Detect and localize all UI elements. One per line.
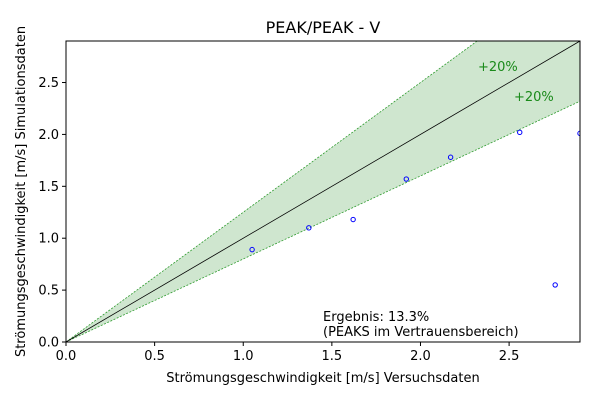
x-tick-label: 0.0 <box>56 349 77 364</box>
data-point <box>249 246 255 253</box>
y-tick-label: 0.5 <box>38 284 59 299</box>
x-tick-label: 1.0 <box>233 349 254 364</box>
band-upper-edge <box>66 41 478 342</box>
band-label-lower: +20% <box>514 90 554 105</box>
data-point <box>517 129 523 136</box>
x-tick-label: 1.5 <box>322 349 343 364</box>
band-label-upper: +20% <box>478 60 518 75</box>
data-point <box>306 225 312 231</box>
y-tick-label: 1.0 <box>38 232 59 247</box>
x-axis: 0.0 0.5 1.0 1.5 2.0 2.5 <box>56 342 520 364</box>
y-tick-label: 0.0 <box>38 336 59 351</box>
data-point <box>552 282 558 288</box>
reference-line <box>66 41 580 342</box>
x-tick-label: 2.0 <box>410 349 431 364</box>
x-tick-label: 0.5 <box>144 349 165 364</box>
y-tick-label: 2.5 <box>38 76 59 91</box>
y-tick-label: 1.5 <box>38 180 59 195</box>
tolerance-band <box>66 41 580 342</box>
data-point <box>447 154 454 160</box>
y-tick-label: 2.0 <box>38 128 59 143</box>
chart-title: PEAK/PEAK - V <box>266 18 381 37</box>
x-tick-label: 2.5 <box>499 349 520 364</box>
plot-frame <box>65 40 581 343</box>
result-annotation-line1: Ergebnis: 13.3% <box>323 310 429 325</box>
data-point <box>350 216 356 223</box>
band-lower-edge <box>66 100 580 342</box>
data-point <box>403 176 410 182</box>
x-axis-title: Strömungsgeschwindigkeit [m/s] Versuchsd… <box>166 371 480 386</box>
y-axis: 0.0 0.5 1.0 1.5 2.0 2.5 <box>38 76 66 351</box>
result-annotation-line2: (PEAKS im Vertrauensbereich) <box>323 325 519 340</box>
y-axis-title: Strömungsgeschwindigkeit [m/s] Simulatio… <box>14 26 29 357</box>
